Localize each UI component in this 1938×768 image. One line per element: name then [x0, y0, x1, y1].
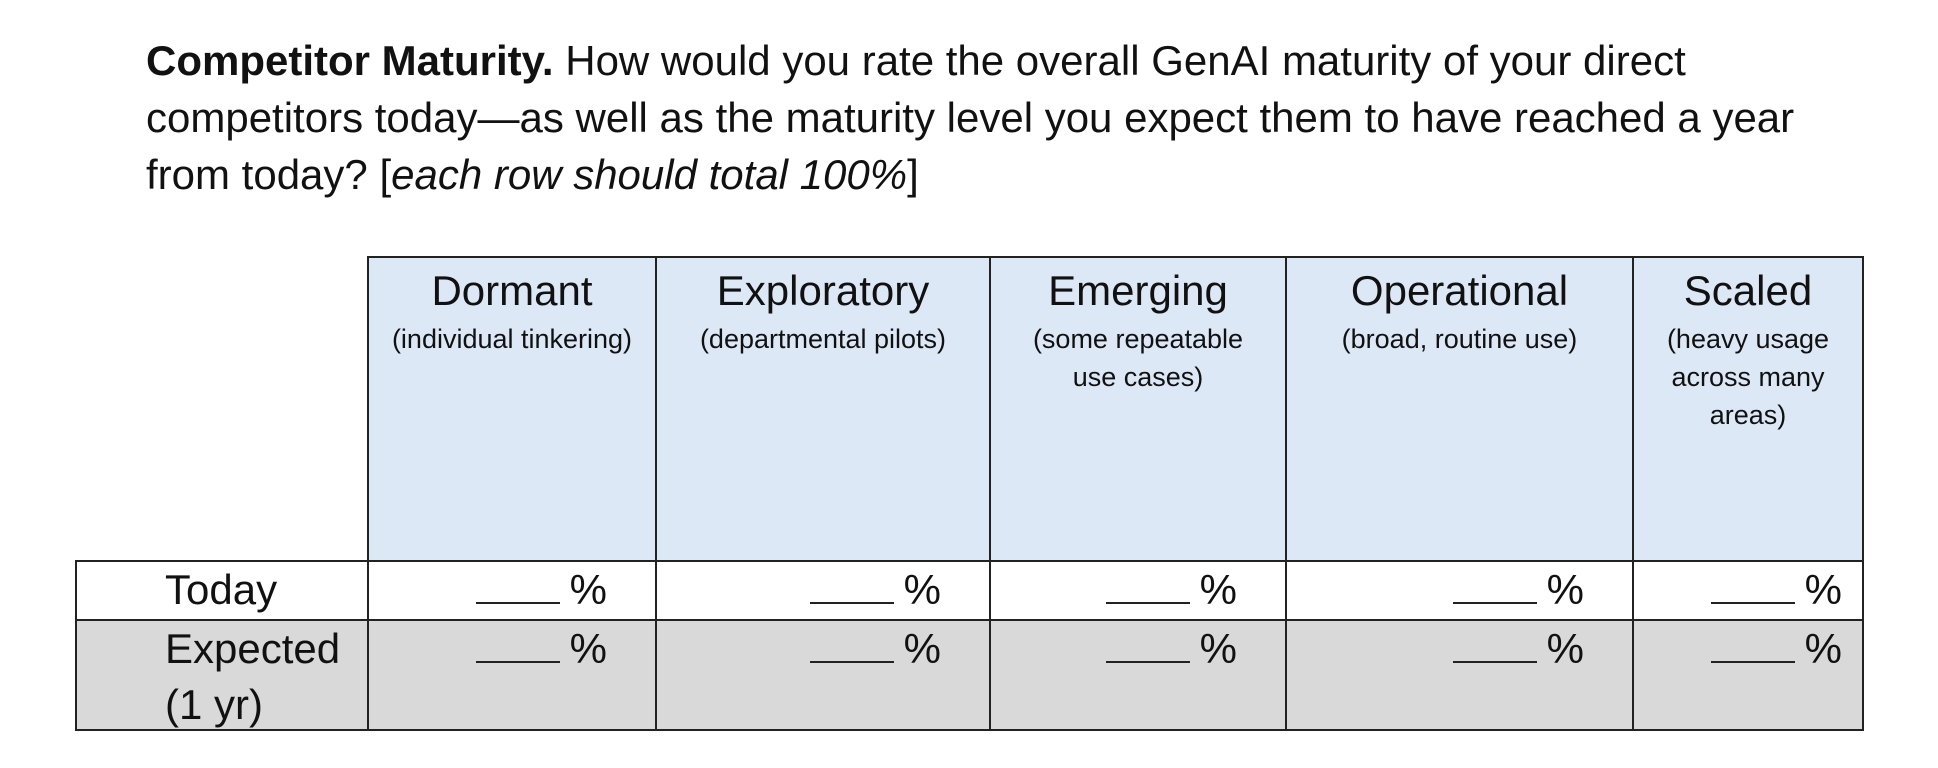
column-description: (some repeatable use cases) — [1032, 324, 1244, 392]
blank-line — [1710, 621, 1795, 663]
question-body: How would you rate the overall GenAI mat… — [146, 37, 1795, 198]
column-title: Scaled — [1683, 267, 1813, 314]
row-label-expected: Expected (1 yr) — [75, 619, 367, 731]
expected-scaled-input[interactable]: % — [1632, 619, 1864, 731]
column-header-dormant: Dormant (individual tinkering) — [367, 256, 655, 560]
column-title: Dormant — [431, 267, 593, 314]
question-close: ] — [907, 151, 919, 198]
question-text: Competitor Maturity. How would you rate … — [146, 32, 1846, 203]
question-instruction: each row should total 100% — [391, 151, 908, 198]
blank-line — [1105, 621, 1190, 663]
expected-emerging-input[interactable]: % — [989, 619, 1285, 731]
today-exploratory-input[interactable]: % — [655, 560, 989, 619]
column-title: Exploratory — [716, 267, 930, 314]
expected-exploratory-input[interactable]: % — [655, 619, 989, 731]
maturity-table: Dormant (individual tinkering) Explorato… — [75, 256, 1864, 731]
today-emerging-input[interactable]: % — [989, 560, 1285, 619]
percent-sign: % — [1804, 566, 1842, 613]
column-header-operational: Operational (broad, routine use) — [1285, 256, 1632, 560]
percent-sign: % — [569, 566, 607, 613]
question-title: Competitor Maturity. — [146, 37, 554, 84]
column-header-emerging: Emerging (some repeatable use cases) — [989, 256, 1285, 560]
expected-dormant-input[interactable]: % — [367, 619, 655, 731]
column-description: (heavy usage across many areas) — [1666, 324, 1830, 430]
today-operational-input[interactable]: % — [1285, 560, 1632, 619]
today-dormant-input[interactable]: % — [367, 560, 655, 619]
blank-line — [1710, 562, 1795, 604]
percent-sign: % — [1199, 566, 1237, 613]
percent-sign: % — [1199, 625, 1237, 672]
row-label-today: Today — [75, 560, 367, 619]
percent-sign: % — [1804, 625, 1842, 672]
blank-line — [809, 562, 894, 604]
column-title: Operational — [1350, 267, 1569, 314]
column-header-scaled: Scaled (heavy usage across many areas) — [1632, 256, 1864, 560]
blank-line — [809, 621, 894, 663]
column-title: Emerging — [1048, 267, 1228, 314]
blank-line — [475, 562, 560, 604]
percent-sign: % — [1546, 625, 1584, 672]
blank-line — [1452, 562, 1537, 604]
blank-line — [475, 621, 560, 663]
expected-operational-input[interactable]: % — [1285, 619, 1632, 731]
column-description: (individual tinkering) — [391, 324, 633, 354]
percent-sign: % — [903, 566, 941, 613]
blank-line — [1105, 562, 1190, 604]
percent-sign: % — [569, 625, 607, 672]
column-description: (departmental pilots) — [699, 324, 947, 354]
column-header-exploratory: Exploratory (departmental pilots) — [655, 256, 989, 560]
percent-sign: % — [1546, 566, 1584, 613]
today-scaled-input[interactable]: % — [1632, 560, 1864, 619]
blank-line — [1452, 621, 1537, 663]
percent-sign: % — [903, 625, 941, 672]
column-description: (broad, routine use) — [1341, 324, 1578, 354]
